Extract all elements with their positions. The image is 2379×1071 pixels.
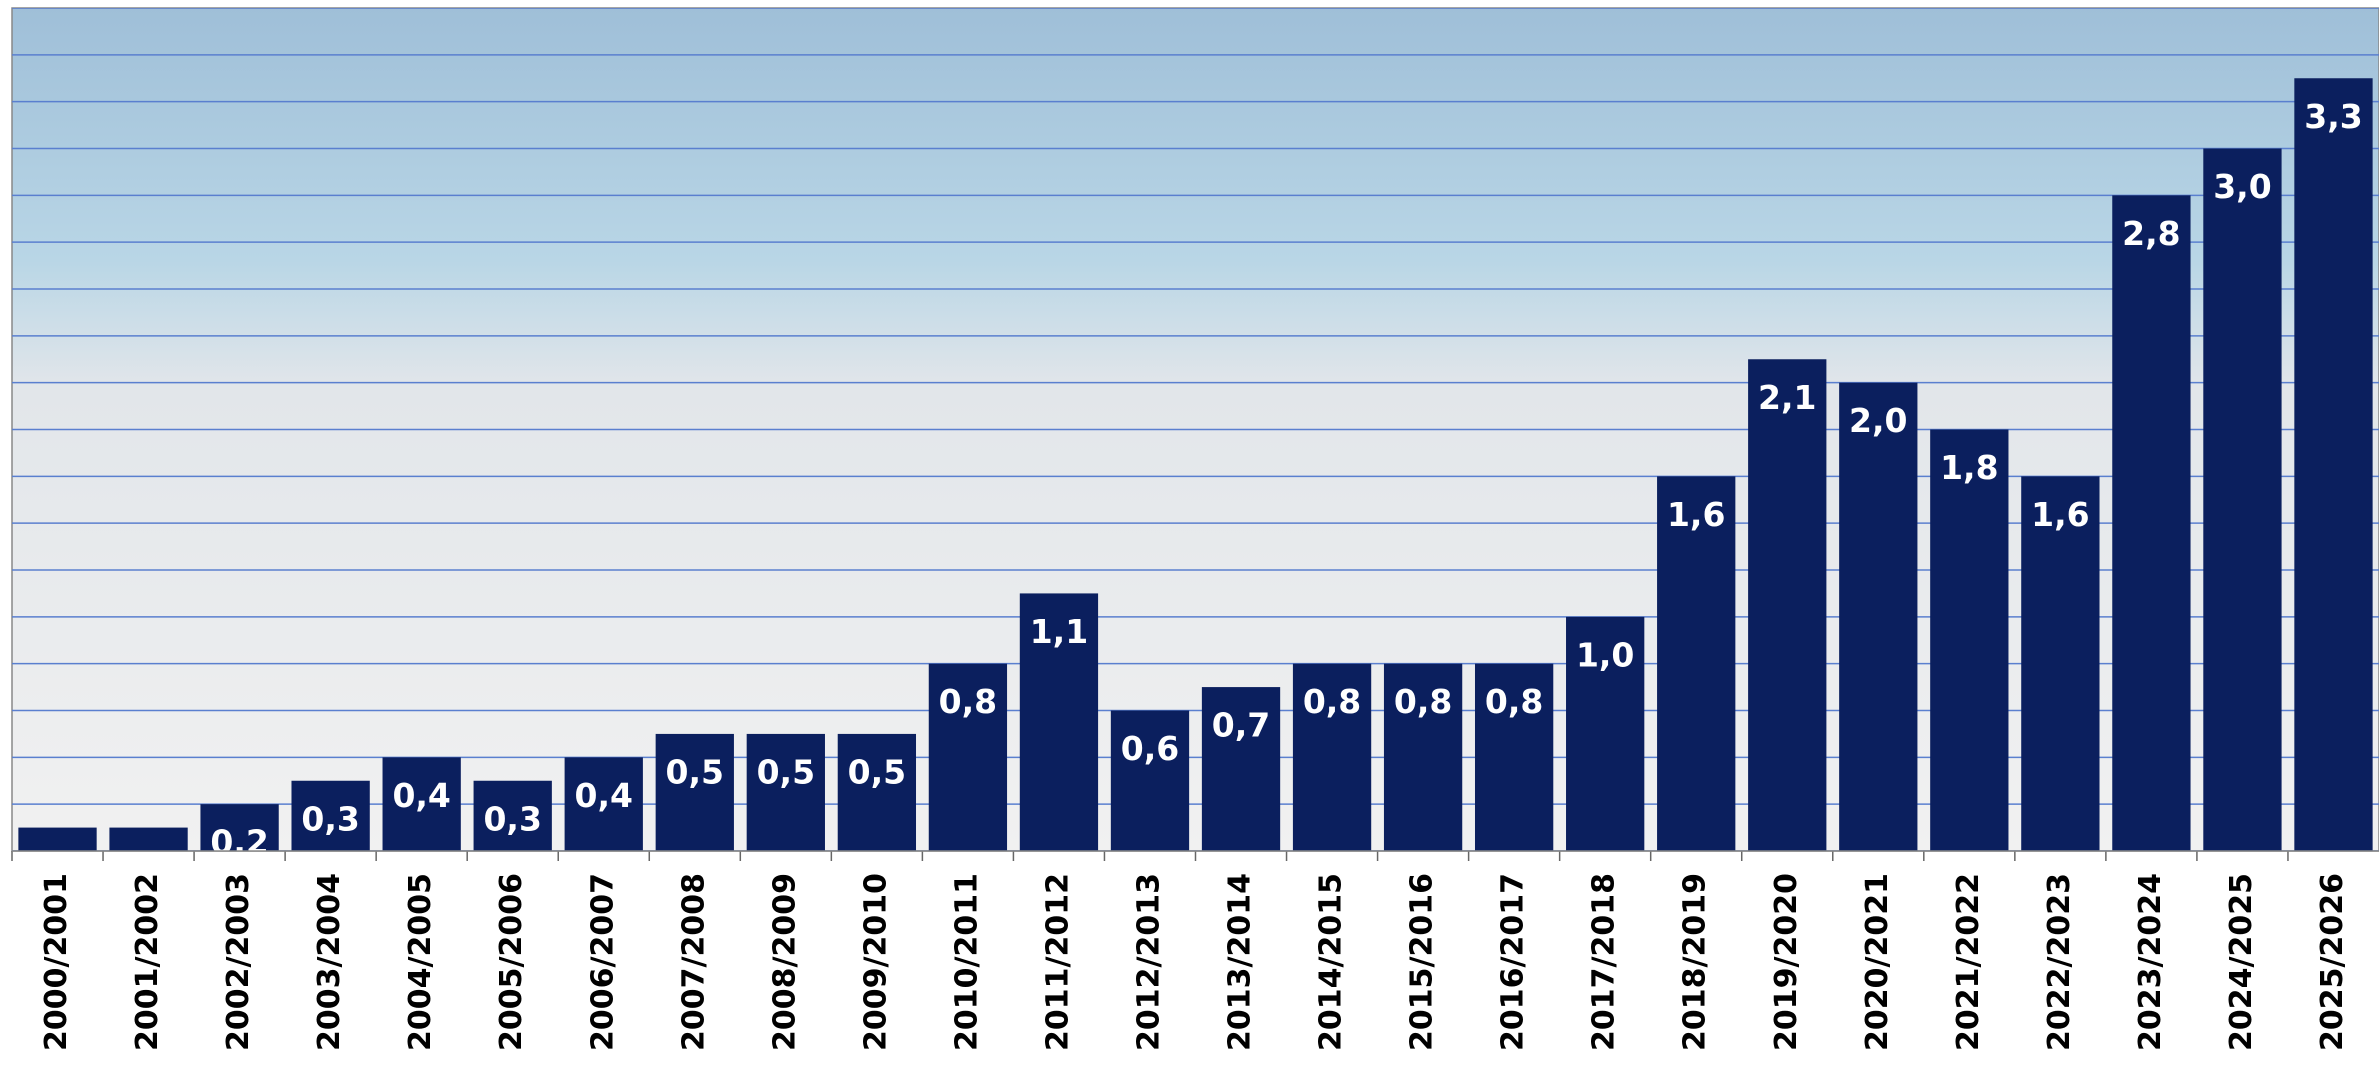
value-label: 0,6 xyxy=(1121,729,1179,768)
bar xyxy=(1019,593,1099,851)
x-tick-label: 2012/2013 xyxy=(1131,873,1166,1051)
x-tick-label: 2023/2024 xyxy=(2133,873,2168,1051)
value-label: 0,8 xyxy=(939,682,997,721)
x-tick-label: 2000/2001 xyxy=(39,873,74,1051)
bar xyxy=(1110,710,1190,851)
x-tick-label: 2019/2020 xyxy=(1769,873,1804,1051)
bar xyxy=(928,663,1008,851)
value-label: 2,0 xyxy=(1849,401,1907,440)
value-label: 1,6 xyxy=(1667,495,1725,534)
bar xyxy=(564,757,643,851)
bar xyxy=(2112,195,2191,851)
bar xyxy=(1930,429,2009,851)
value-label: 0,5 xyxy=(848,752,906,791)
value-label: 0,4 xyxy=(392,776,450,815)
bar xyxy=(291,780,370,851)
value-label: 0,3 xyxy=(301,799,359,838)
value-label: 2,8 xyxy=(2122,214,2180,253)
bar xyxy=(1292,663,1372,851)
bar xyxy=(1657,476,1736,851)
value-label: 3,0 xyxy=(2213,167,2271,206)
x-tick-label: 2020/2021 xyxy=(1860,873,1895,1051)
x-tick-label: 2007/2008 xyxy=(676,873,711,1051)
value-label: 0,1 xyxy=(28,846,86,885)
x-tick-label: 2022/2023 xyxy=(2042,873,2077,1051)
bar xyxy=(473,780,552,851)
bar xyxy=(382,757,461,851)
x-tick-label: 2002/2003 xyxy=(221,873,256,1051)
value-label: 0,8 xyxy=(1303,682,1361,721)
x-tick-label: 2004/2005 xyxy=(403,873,438,1051)
bar xyxy=(1748,359,1827,851)
value-label: 2,1 xyxy=(1758,378,1816,417)
x-tick-label: 2008/2009 xyxy=(767,873,802,1051)
value-label: 1,1 xyxy=(1030,612,1088,651)
x-tick-label: 2015/2016 xyxy=(1405,873,1440,1051)
bar xyxy=(2294,78,2373,851)
bar xyxy=(1474,663,1554,851)
value-label: 1,8 xyxy=(1940,448,1998,487)
bar xyxy=(655,733,734,851)
bar xyxy=(2021,476,2100,851)
x-tick-label: 2018/2019 xyxy=(1678,873,1713,1051)
value-label: 1,6 xyxy=(2031,495,2089,534)
value-label: 0,8 xyxy=(1394,682,1452,721)
x-tick-label: 2005/2006 xyxy=(494,873,529,1051)
value-label: 0,2 xyxy=(210,823,268,862)
value-label: 0,4 xyxy=(575,776,633,815)
value-label: 3,3 xyxy=(2304,97,2362,136)
x-tick-label: 2001/2002 xyxy=(130,873,165,1051)
bar xyxy=(109,827,188,851)
value-label: 0,5 xyxy=(757,752,815,791)
x-tick-label: 2016/2017 xyxy=(1496,873,1531,1051)
bar xyxy=(746,733,825,851)
bar xyxy=(2203,148,2282,851)
bar xyxy=(837,733,917,851)
x-tick-label: 2014/2015 xyxy=(1314,873,1349,1051)
value-label: 0,5 xyxy=(666,752,724,791)
x-tick-label: 2003/2004 xyxy=(312,873,347,1051)
value-label: 0,7 xyxy=(1212,706,1270,745)
value-label: 0,8 xyxy=(1485,682,1543,721)
bar xyxy=(18,827,97,851)
bar xyxy=(1383,663,1463,851)
x-tick-label: 2021/2022 xyxy=(1951,873,1986,1051)
x-tick-label: 2009/2010 xyxy=(858,873,893,1051)
x-tick-label: 2006/2007 xyxy=(585,873,620,1051)
x-tick-label: 2013/2014 xyxy=(1223,873,1258,1051)
x-tick-label: 2017/2018 xyxy=(1587,873,1622,1051)
x-axis: 2000/2001 2001/2002 2002/2003 2003/2004 2004… xyxy=(11,850,2379,1051)
value-label: 1,0 xyxy=(1576,635,1634,674)
plot-area: 0,1 0,1 0,2 0,3 0,4 0,3 0,4 0,5 0,5 0,5 0,8 1,1 0,6 0… xyxy=(12,8,2379,885)
bar xyxy=(1839,382,1918,851)
value-label: 0,3 xyxy=(483,799,541,838)
bar xyxy=(200,804,279,851)
bar xyxy=(1566,616,1645,851)
value-label: 0,1 xyxy=(119,846,177,885)
x-tick-label: 2011/2012 xyxy=(1040,873,1075,1051)
x-tick-label: 2024/2025 xyxy=(2224,873,2259,1051)
bar xyxy=(1201,687,1281,851)
x-tick-label: 2010/2011 xyxy=(949,873,984,1051)
x-tick-label: 2025/2026 xyxy=(2315,873,2350,1051)
